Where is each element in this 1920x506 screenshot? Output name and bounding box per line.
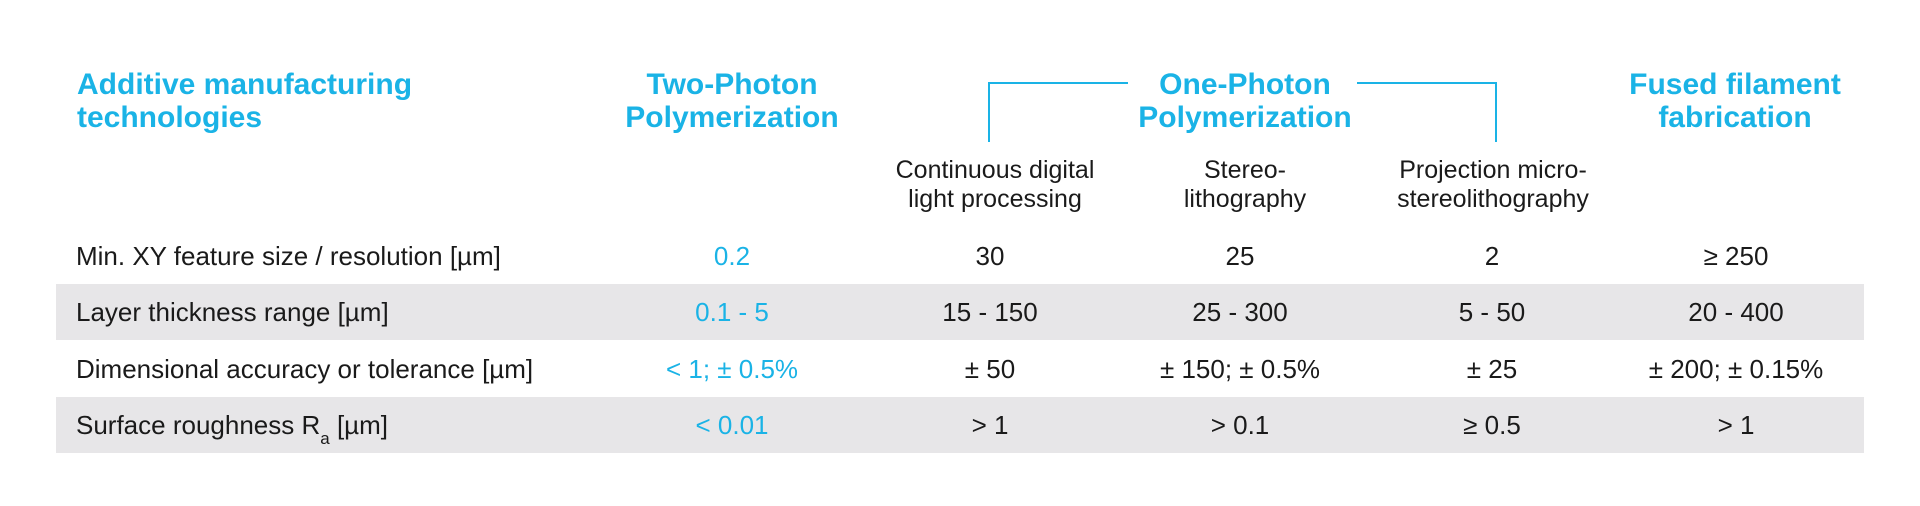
row-label: Dimensional accuracy or tolerance [µm]	[76, 354, 534, 384]
cell-fused: > 1	[1717, 410, 1755, 440]
bracket-left-horizontal	[988, 82, 1128, 84]
row-label-main: Surface roughness R	[76, 410, 321, 440]
row-label: Layer thickness range [µm]	[76, 297, 389, 327]
header-technologies-line-2: technologies	[77, 101, 263, 134]
header-one-photon-line-2: Polymerization	[1138, 101, 1352, 134]
table-row: Min. XY feature size / resolution [µm] 0…	[56, 228, 1864, 284]
cell-two-photon: < 1; ± 0.5%	[665, 354, 799, 384]
header-one-photon-line-1: One-Photon	[1159, 68, 1331, 101]
cell-fused: ± 200; ± 0.15%	[1648, 354, 1824, 384]
bracket-right-vertical	[1495, 82, 1497, 142]
cell-fused: 20 - 400	[1688, 297, 1784, 327]
bracket-right-horizontal	[1357, 82, 1497, 84]
cell-cdlp: 15 - 150	[942, 297, 1038, 327]
cell-stereo: 25 - 300	[1192, 297, 1288, 327]
subheader-pmsl-line-1: Projection micro-	[1399, 156, 1587, 184]
header-two-photon: Two-Photon Polymerization	[612, 68, 852, 134]
cell-pmsl: 5 - 50	[1458, 297, 1526, 327]
header-two-photon-line-2: Polymerization	[625, 101, 839, 134]
subheader-stereolithography: Stereo- lithography	[1130, 156, 1360, 214]
row-label: Min. XY feature size / resolution [µm]	[76, 241, 501, 271]
header-technologies: Additive manufacturing technologies	[77, 68, 412, 134]
row-label: Surface roughness Ra [µm]	[76, 397, 388, 453]
table-row: Layer thickness range [µm] 0.1 - 5 15 - …	[56, 284, 1864, 340]
cell-two-photon: 0.1 - 5	[695, 297, 769, 327]
cell-cdlp: ± 50	[964, 354, 1016, 384]
header-fused-line-1: Fused filament	[1629, 68, 1841, 101]
header-fused-line-2: fabrication	[1658, 101, 1812, 134]
row-label-unit: [µm]	[329, 410, 389, 440]
table-row: Dimensional accuracy or tolerance [µm] <…	[56, 341, 1864, 397]
subheader-cdlp-line-2: light processing	[908, 185, 1082, 213]
cell-cdlp: 30	[975, 241, 1005, 271]
cell-stereo: ± 150; ± 0.5%	[1159, 354, 1321, 384]
row-label-subscript: a	[320, 429, 330, 448]
cell-stereo: > 0.1	[1210, 410, 1270, 440]
cell-pmsl: ± 25	[1466, 354, 1518, 384]
cell-cdlp: > 1	[971, 410, 1009, 440]
subheader-stereo-line-1: Stereo-	[1204, 156, 1286, 184]
header-technologies-line-1: Additive manufacturing	[77, 68, 413, 101]
cell-stereo: 25	[1225, 241, 1255, 271]
subheader-pmsl: Projection micro- stereolithography	[1368, 156, 1618, 214]
header-one-photon: One-Photon Polymerization	[1125, 68, 1365, 134]
cell-pmsl: ≥ 0.5	[1463, 410, 1521, 440]
subheader-stereo-line-2: lithography	[1183, 185, 1307, 213]
cell-two-photon: < 0.01	[695, 410, 769, 440]
cell-two-photon: 0.2	[713, 241, 751, 271]
header-two-photon-line-1: Two-Photon	[646, 68, 818, 101]
cell-pmsl: 2	[1484, 241, 1500, 271]
subheader-pmsl-line-2: stereolithography	[1397, 185, 1589, 213]
bracket-left-vertical	[988, 82, 990, 142]
subheader-cdlp-line-1: Continuous digital	[895, 156, 1095, 184]
header-fused-filament: Fused filament fabrication	[1610, 68, 1860, 134]
subheader-cdlp: Continuous digital light processing	[875, 156, 1115, 214]
cell-fused: ≥ 250	[1703, 241, 1769, 271]
table-row: Surface roughness Ra [µm] < 0.01 > 1 > 0…	[56, 397, 1864, 453]
